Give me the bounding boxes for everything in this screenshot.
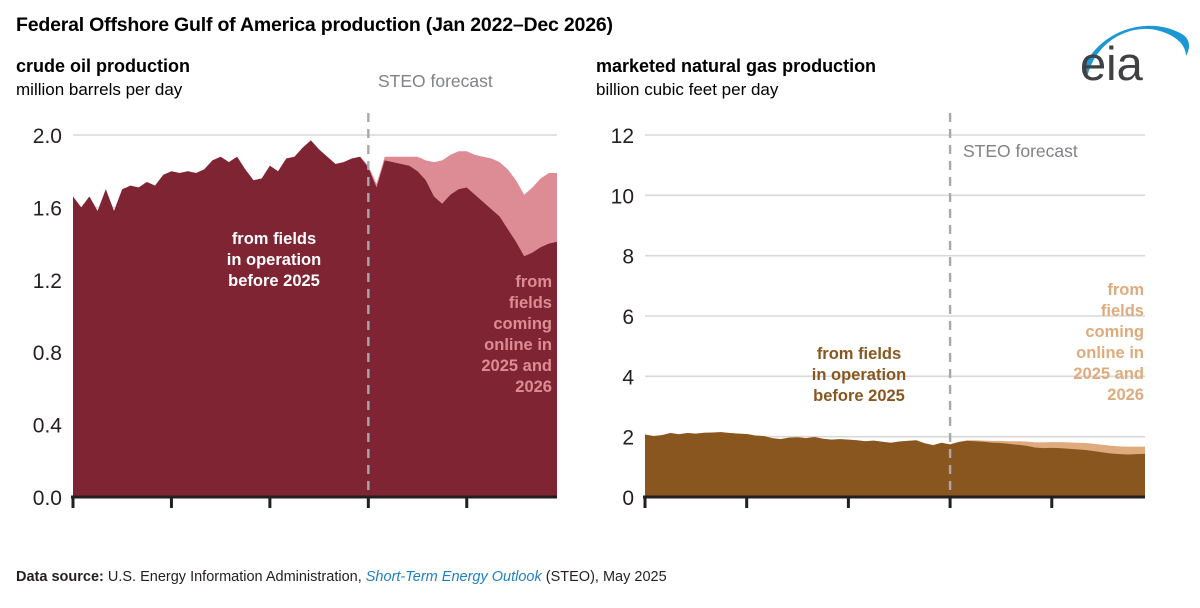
oil-subheading: million barrels per day — [16, 80, 183, 99]
y-tick-label: 1.6 — [33, 197, 62, 220]
y-tick-label: 0 — [622, 487, 634, 510]
area-existing-fields — [73, 140, 557, 497]
steo-link[interactable]: Short-Term Energy Outlook — [365, 569, 542, 585]
y-tick-label: 0.8 — [33, 342, 62, 365]
gas-note-existing-fields: from fields in operation before 2025 — [811, 345, 907, 405]
natural-gas-plot: 02468101220222023202420252026 — [611, 113, 1145, 510]
oil-note-new-fields: from fields coming online in 2025 and 20… — [481, 273, 552, 396]
data-source-footer: Data source: U.S. Energy Information Adm… — [16, 569, 667, 585]
gas-steo-forecast-label: STEO forecast — [963, 141, 1078, 161]
oil-panel-heading: crude oil production million barrels per… — [16, 55, 190, 101]
gas-subheading: billion cubic feet per day — [596, 80, 779, 99]
y-tick-label: 6 — [622, 306, 634, 329]
eia-logo: eia — [1080, 25, 1190, 90]
y-tick-label: 12 — [611, 125, 634, 148]
crude-oil-plot: 0.00.40.81.21.62.020222023202420252026 — [33, 113, 557, 510]
area-existing-fields — [645, 432, 1145, 497]
y-tick-label: 2.0 — [33, 125, 62, 148]
crude-oil-chart: 0.00.40.81.21.62.020222023202420252026 — [0, 110, 575, 510]
oil-steo-forecast-label: STEO forecast — [378, 71, 493, 91]
y-tick-label: 8 — [622, 246, 634, 269]
y-tick-label: 0.4 — [33, 415, 63, 438]
data-source-prefix: Data source: — [16, 569, 104, 585]
y-tick-label: 4 — [622, 366, 634, 389]
y-tick-label: 10 — [611, 185, 634, 208]
data-source-body: U.S. Energy Information Administration, — [103, 569, 366, 585]
oil-note-existing-fields: from fields in operation before 2025 — [226, 230, 322, 290]
data-source-suffix: (STEO), May 2025 — [541, 569, 667, 585]
gas-panel-heading: marketed natural gas production billion … — [596, 55, 876, 101]
eia-wordmark: eia — [1080, 37, 1144, 90]
gas-note-new-fields: from fields coming online in 2025 and 20… — [1073, 281, 1144, 404]
page-title: Federal Offshore Gulf of America product… — [16, 14, 613, 36]
y-tick-label: 0.0 — [33, 487, 62, 510]
oil-heading: crude oil production — [16, 56, 190, 76]
natural-gas-chart: 02468101220222023202420252026 — [590, 110, 1190, 510]
y-tick-label: 1.2 — [33, 270, 62, 293]
y-tick-label: 2 — [622, 427, 634, 450]
gas-heading: marketed natural gas production — [596, 56, 877, 76]
